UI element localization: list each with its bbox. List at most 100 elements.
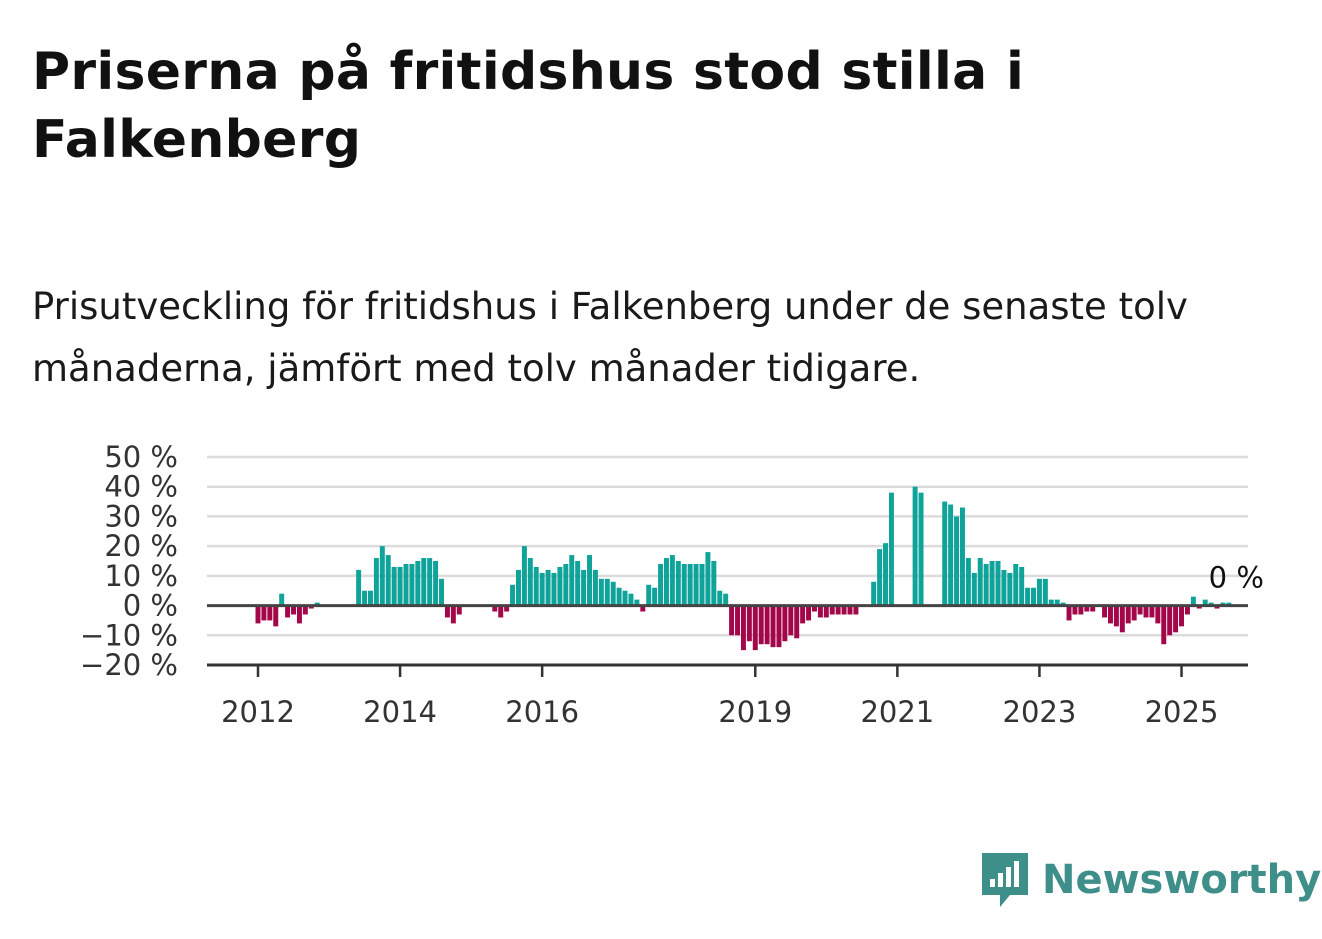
- bar: [640, 605, 646, 612]
- bar: [658, 563, 664, 606]
- bar: [1084, 605, 1090, 612]
- bar: [693, 563, 699, 606]
- x-tick-label: 2014: [363, 695, 437, 729]
- bar: [450, 605, 456, 624]
- bar: [379, 546, 385, 606]
- bar: [942, 501, 948, 606]
- bar: [1173, 605, 1179, 633]
- bar: [1155, 605, 1161, 624]
- chart-subtitle: Prisutveckling för fritidshus i Falkenbe…: [32, 285, 1188, 390]
- y-tick-label: 30 %: [104, 499, 178, 533]
- bar: [498, 605, 504, 618]
- bar: [533, 566, 539, 606]
- bar: [1031, 587, 1036, 606]
- bar: [610, 581, 616, 606]
- bar: [918, 492, 924, 606]
- bar: [954, 516, 960, 606]
- bar: [847, 605, 853, 615]
- x-tick-label: 2023: [1003, 695, 1077, 729]
- bar: [746, 605, 752, 642]
- bar: [592, 569, 598, 606]
- bar: [989, 561, 995, 606]
- bar: [1025, 587, 1031, 606]
- bar: [409, 563, 415, 606]
- bar: [444, 605, 450, 618]
- bar: [669, 555, 675, 606]
- bar: [539, 572, 545, 606]
- bar: [569, 555, 575, 606]
- bar-chart: 50 %40 %30 %20 %10 %0 %−10 %−20 % 2012 20…: [80, 440, 1264, 729]
- bar: [255, 605, 261, 624]
- bar: [735, 605, 740, 636]
- bar: [515, 569, 521, 606]
- bar: [663, 558, 669, 606]
- bar: [1113, 605, 1119, 627]
- bar: [433, 561, 439, 606]
- bar: [853, 605, 859, 615]
- bar: [729, 605, 735, 636]
- x-tick-label: 2021: [860, 695, 934, 729]
- bar: [1131, 605, 1137, 621]
- y-tick-label: 10 %: [104, 559, 178, 593]
- bar: [1013, 563, 1019, 606]
- bar: [504, 605, 510, 612]
- bar: [285, 605, 291, 618]
- bar: [510, 584, 516, 606]
- bar: [421, 558, 427, 606]
- bar: [373, 558, 379, 606]
- bar: [871, 581, 877, 606]
- brand: Newsworthy: [980, 850, 1321, 910]
- bar: [717, 590, 723, 606]
- bar: [758, 605, 764, 645]
- bar: [587, 555, 592, 606]
- bar: [705, 552, 711, 606]
- bar: [977, 558, 983, 606]
- bar: [385, 555, 391, 606]
- bar: [427, 558, 433, 606]
- bar: [983, 563, 989, 606]
- bar: [912, 486, 918, 606]
- bar: [302, 605, 308, 615]
- y-tick-label: 0 %: [123, 589, 178, 623]
- bar: [800, 605, 806, 624]
- bar: [835, 605, 841, 615]
- bar: [1167, 605, 1173, 636]
- bar: [575, 561, 581, 606]
- bar: [675, 561, 681, 606]
- bar: [723, 593, 729, 606]
- bar: [634, 599, 640, 606]
- bar: [1137, 605, 1143, 615]
- bar: [770, 605, 776, 648]
- y-tick-label: −20 %: [80, 648, 178, 682]
- bar: [1161, 605, 1167, 645]
- bar: [581, 569, 587, 606]
- newsworthy-logo-icon: [982, 853, 1028, 907]
- bar: [415, 561, 421, 606]
- bar: [1066, 605, 1072, 621]
- axes: [207, 604, 1248, 667]
- bar: [1190, 596, 1196, 606]
- bar: [1184, 605, 1190, 615]
- y-tick-label: 20 %: [104, 529, 178, 563]
- bar: [622, 590, 628, 606]
- bar: [1149, 605, 1155, 618]
- bar: [948, 504, 954, 606]
- bar: [261, 605, 267, 621]
- bar: [397, 566, 403, 606]
- bar: [788, 605, 794, 636]
- bar: [616, 587, 622, 606]
- bar: [699, 563, 705, 606]
- bar: [1107, 605, 1113, 624]
- bar: [598, 578, 604, 606]
- bar: [764, 605, 770, 645]
- bar: [1042, 578, 1048, 606]
- bar: [628, 593, 634, 606]
- bar: [681, 563, 687, 606]
- bar: [883, 543, 888, 606]
- bar: [652, 587, 658, 606]
- bar: [604, 578, 610, 606]
- bar: [267, 605, 273, 621]
- bar: [823, 605, 829, 618]
- bar: [456, 605, 462, 615]
- bar: [711, 561, 717, 606]
